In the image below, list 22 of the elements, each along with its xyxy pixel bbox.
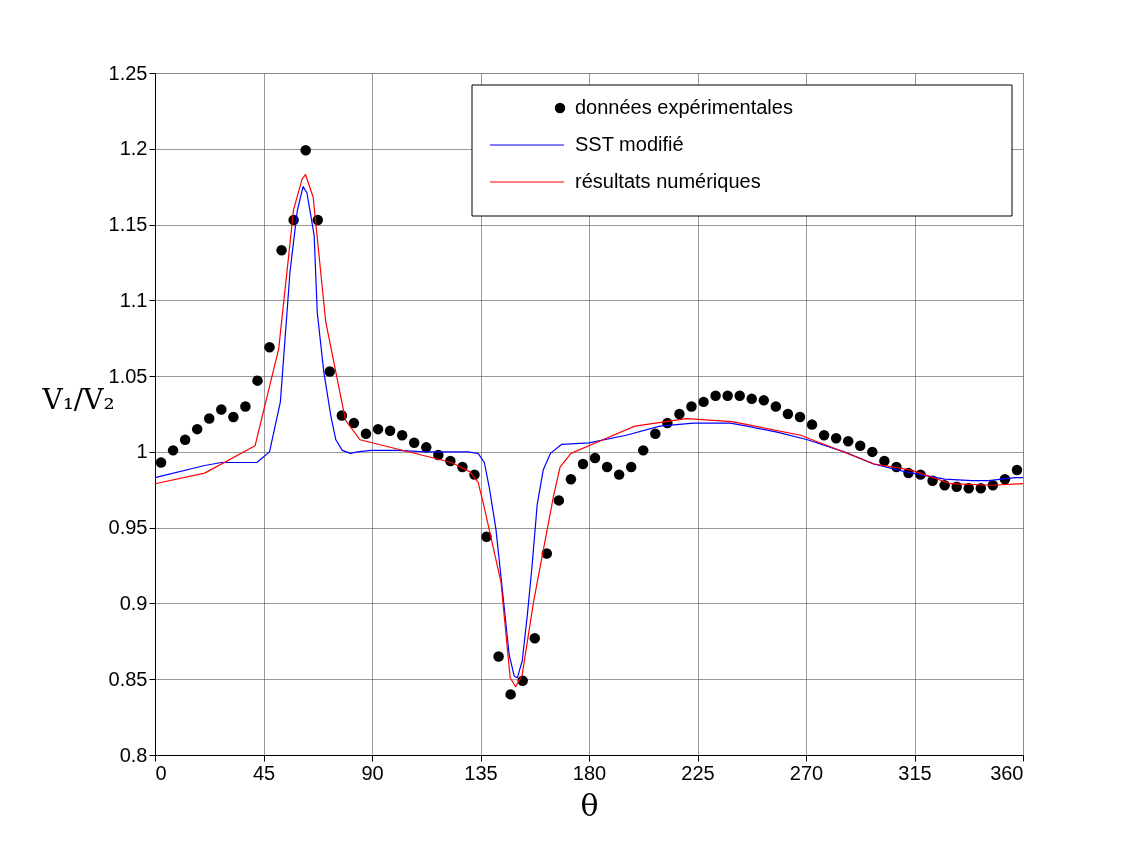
y-tick-label: 0.95 xyxy=(108,516,148,539)
y-tick-label: 0.9 xyxy=(119,591,148,614)
x-tick-label: 135 xyxy=(464,761,498,784)
x-axis-title: θ xyxy=(580,787,599,823)
y-tick-label: 1.1 xyxy=(119,288,148,311)
y-tick-label: 1.15 xyxy=(108,213,148,236)
y-tick-label: 1 xyxy=(136,440,148,463)
x-tick-label: 360 xyxy=(990,761,1024,784)
x-tick-label: 45 xyxy=(252,761,276,784)
legend-label: SST modifié xyxy=(575,133,684,155)
y-tick-label: 1.25 xyxy=(108,61,148,84)
y-tick-label: 1.2 xyxy=(119,137,148,160)
legend-label: résultats numériques xyxy=(575,170,761,192)
legend-label: données expérimentales xyxy=(575,96,793,118)
x-tick-label: 90 xyxy=(361,761,384,784)
x-tick-label: 225 xyxy=(681,761,715,784)
x-tick-label: 315 xyxy=(898,761,932,784)
x-tick-label: 270 xyxy=(789,761,824,784)
x-tick-label: 180 xyxy=(572,761,607,784)
x-tick-label: 0 xyxy=(155,761,167,784)
y-tick-label: 0.85 xyxy=(108,667,148,690)
y-tick-label: 0.8 xyxy=(119,743,148,766)
